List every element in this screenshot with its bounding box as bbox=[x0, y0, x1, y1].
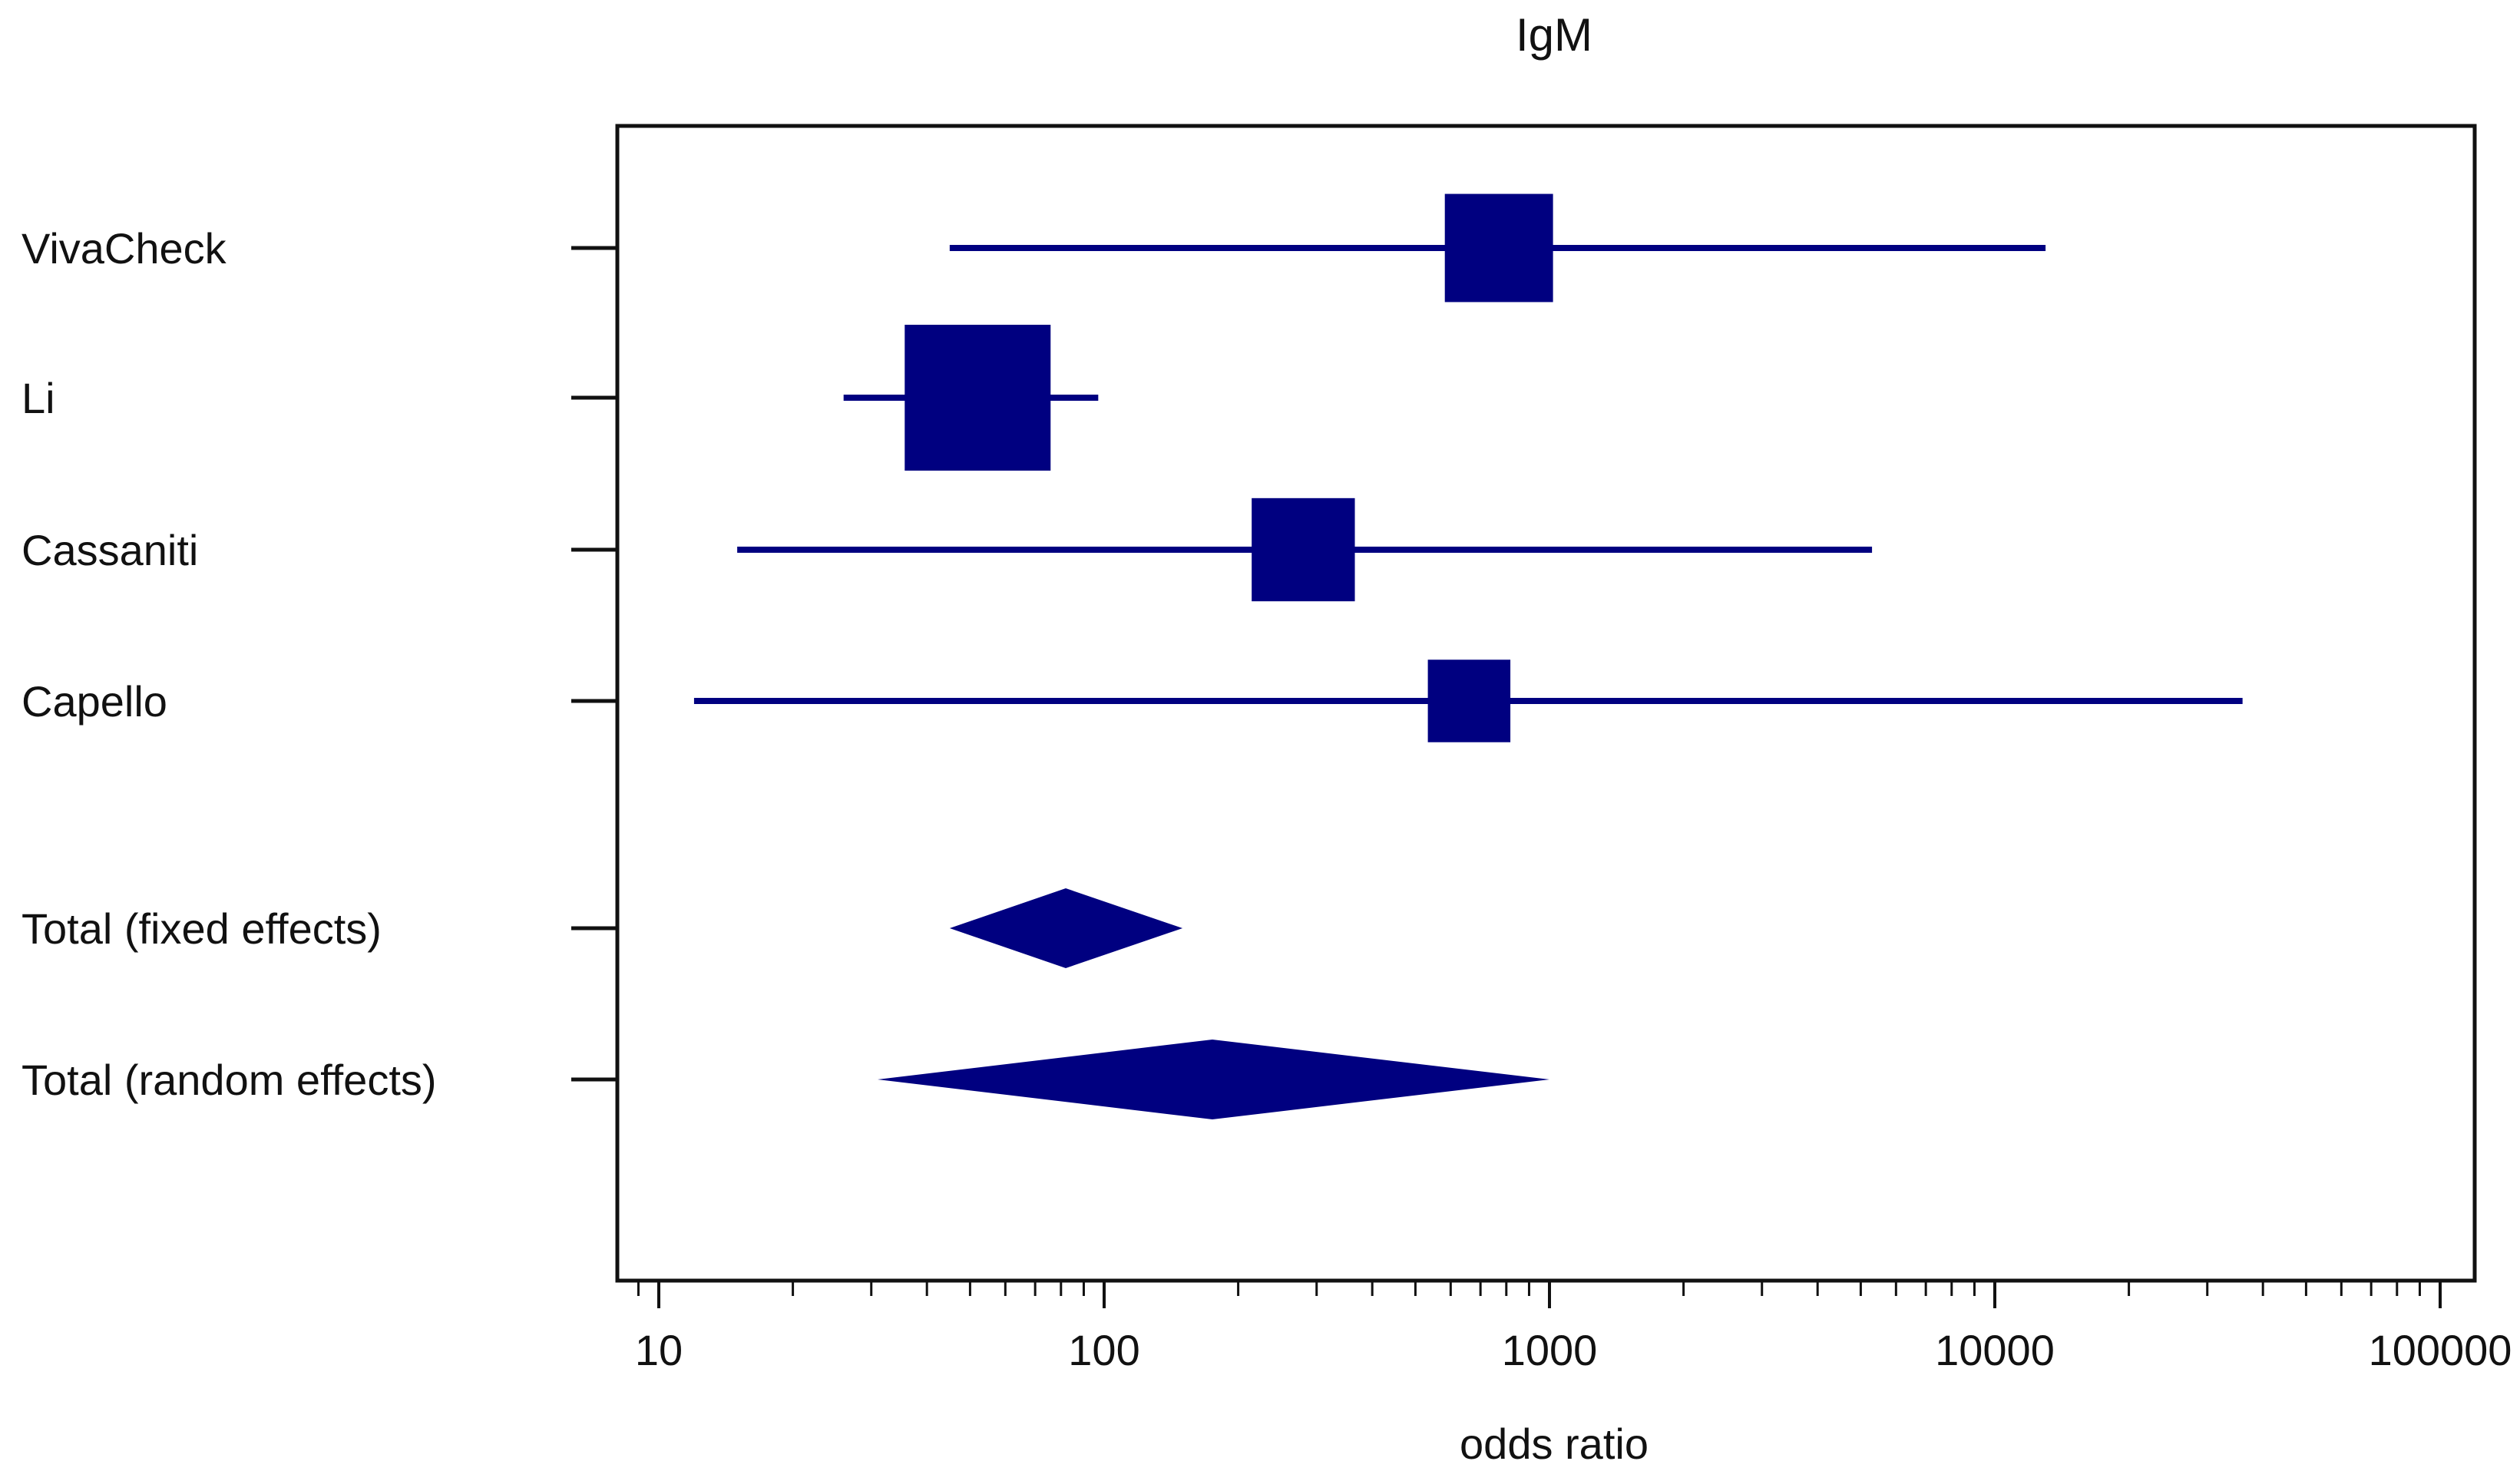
row-label: Total (fixed effects) bbox=[21, 904, 382, 953]
x-tick-label: 10000 bbox=[1935, 1326, 2055, 1374]
row-label: Li bbox=[21, 374, 55, 422]
point-estimate-box bbox=[904, 325, 1051, 471]
x-tick-label: 1000 bbox=[1502, 1326, 1598, 1374]
row-labels: VivaCheck Li Cassaniti Capello Total (fixed … bbox=[21, 224, 617, 1104]
x-tick-label: 10 bbox=[635, 1326, 683, 1374]
x-tick-label: 100000 bbox=[2369, 1326, 2512, 1374]
pooled-estimate-diamond bbox=[877, 1040, 1549, 1119]
row-label: Capello bbox=[21, 677, 167, 726]
x-tick-label: 100 bbox=[1068, 1326, 1139, 1374]
point-estimate-box bbox=[1252, 498, 1355, 602]
x-axis: 10 100 1000 10000 100000 bbox=[635, 1281, 2512, 1374]
chart-title: IgM bbox=[1516, 9, 1592, 61]
plot-frame bbox=[615, 124, 2477, 1283]
row-label: Cassaniti bbox=[21, 526, 198, 574]
point-estimate-box bbox=[1427, 660, 1511, 742]
pooled-estimate-diamond bbox=[949, 888, 1183, 968]
point-estimate-box bbox=[1444, 193, 1553, 302]
row-label: Total (random effects) bbox=[21, 1056, 437, 1104]
x-axis-label: odds ratio bbox=[1460, 1420, 1649, 1468]
row-label: VivaCheck bbox=[21, 224, 227, 273]
plot-marks bbox=[693, 193, 2243, 1119]
